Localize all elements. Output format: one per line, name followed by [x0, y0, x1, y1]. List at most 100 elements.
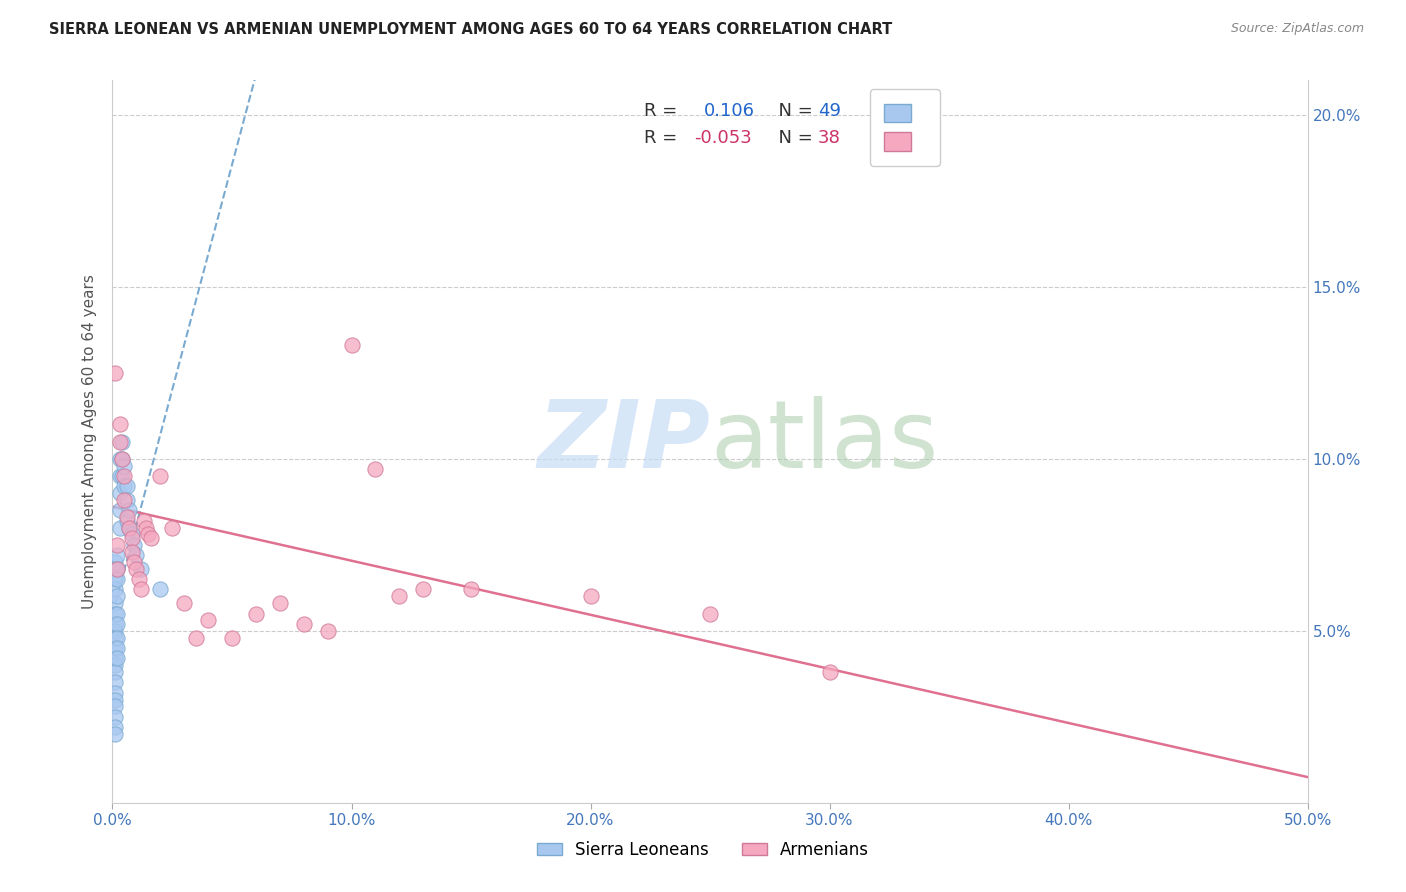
Text: SIERRA LEONEAN VS ARMENIAN UNEMPLOYMENT AMONG AGES 60 TO 64 YEARS CORRELATION CH: SIERRA LEONEAN VS ARMENIAN UNEMPLOYMENT … — [49, 22, 893, 37]
Point — [221, 631, 243, 645]
Point — [818, 665, 841, 679]
Point — [114, 493, 135, 508]
Point — [114, 56, 135, 70]
Text: ZIP: ZIP — [537, 395, 710, 488]
Point — [104, 651, 127, 665]
Point — [105, 562, 128, 576]
Point — [138, 527, 160, 541]
Point — [108, 469, 131, 483]
Point — [197, 614, 219, 628]
Point — [104, 658, 127, 673]
Point — [105, 631, 128, 645]
Point — [104, 572, 127, 586]
Point — [105, 548, 128, 562]
Point — [125, 562, 148, 576]
Point — [105, 651, 128, 665]
Point — [118, 503, 141, 517]
Point — [108, 434, 131, 449]
Point — [105, 562, 128, 576]
Point — [104, 582, 127, 597]
Point — [132, 514, 155, 528]
Point — [104, 624, 127, 638]
Point — [121, 531, 143, 545]
Point — [104, 555, 127, 569]
Point — [111, 451, 134, 466]
Point — [105, 616, 128, 631]
Point — [105, 572, 128, 586]
Text: Source: ZipAtlas.com: Source: ZipAtlas.com — [1230, 22, 1364, 36]
Point — [111, 451, 134, 466]
Point — [115, 493, 138, 508]
Point — [135, 520, 157, 534]
Point — [104, 675, 127, 690]
Point — [104, 366, 127, 380]
Text: R =: R = — [644, 102, 683, 120]
Point — [114, 469, 135, 483]
Point — [104, 692, 127, 706]
Point — [149, 469, 172, 483]
Y-axis label: Unemployment Among Ages 60 to 64 years: Unemployment Among Ages 60 to 64 years — [82, 274, 97, 609]
Point — [104, 699, 127, 714]
Point — [105, 590, 128, 604]
Point — [108, 417, 131, 432]
Point — [108, 486, 131, 500]
Point — [114, 458, 135, 473]
Point — [186, 631, 208, 645]
Point — [129, 582, 152, 597]
Point — [173, 596, 195, 610]
Point — [104, 596, 127, 610]
Text: 38: 38 — [818, 129, 841, 147]
Point — [104, 562, 127, 576]
Point — [122, 538, 145, 552]
Point — [115, 510, 138, 524]
Point — [114, 479, 135, 493]
Text: 0.106: 0.106 — [704, 102, 755, 120]
Point — [269, 596, 291, 610]
Point — [121, 527, 143, 541]
Point — [104, 686, 127, 700]
Point — [104, 631, 127, 645]
Point — [245, 607, 267, 621]
Text: N =: N = — [768, 102, 818, 120]
Point — [316, 624, 339, 638]
Point — [108, 503, 131, 517]
Point — [115, 479, 138, 493]
Point — [412, 582, 434, 597]
Point — [122, 555, 145, 569]
Point — [104, 720, 127, 734]
Point — [118, 520, 141, 534]
Text: 49: 49 — [818, 102, 841, 120]
Point — [108, 451, 131, 466]
Point — [104, 727, 127, 741]
Point — [118, 520, 141, 534]
Point — [460, 582, 482, 597]
Point — [388, 590, 411, 604]
Point — [125, 548, 148, 562]
Text: N =: N = — [768, 129, 818, 147]
Point — [139, 531, 162, 545]
Point — [292, 616, 315, 631]
Point — [104, 640, 127, 655]
Point — [108, 520, 131, 534]
Point — [699, 607, 721, 621]
Point — [128, 572, 150, 586]
Point — [105, 538, 128, 552]
Point — [104, 710, 127, 724]
Point — [104, 616, 127, 631]
Point — [121, 544, 143, 558]
Text: -0.053: -0.053 — [695, 129, 752, 147]
Point — [111, 469, 134, 483]
Text: R =: R = — [644, 129, 683, 147]
Point — [129, 562, 152, 576]
Point — [104, 607, 127, 621]
Point — [162, 520, 183, 534]
Text: atlas: atlas — [710, 395, 938, 488]
Legend: Sierra Leoneans, Armenians: Sierra Leoneans, Armenians — [530, 835, 876, 866]
Point — [340, 338, 363, 352]
Point — [111, 434, 134, 449]
Legend: , : , — [869, 89, 941, 166]
Point — [105, 640, 128, 655]
Point — [105, 607, 128, 621]
Point — [364, 462, 387, 476]
Point — [104, 665, 127, 679]
